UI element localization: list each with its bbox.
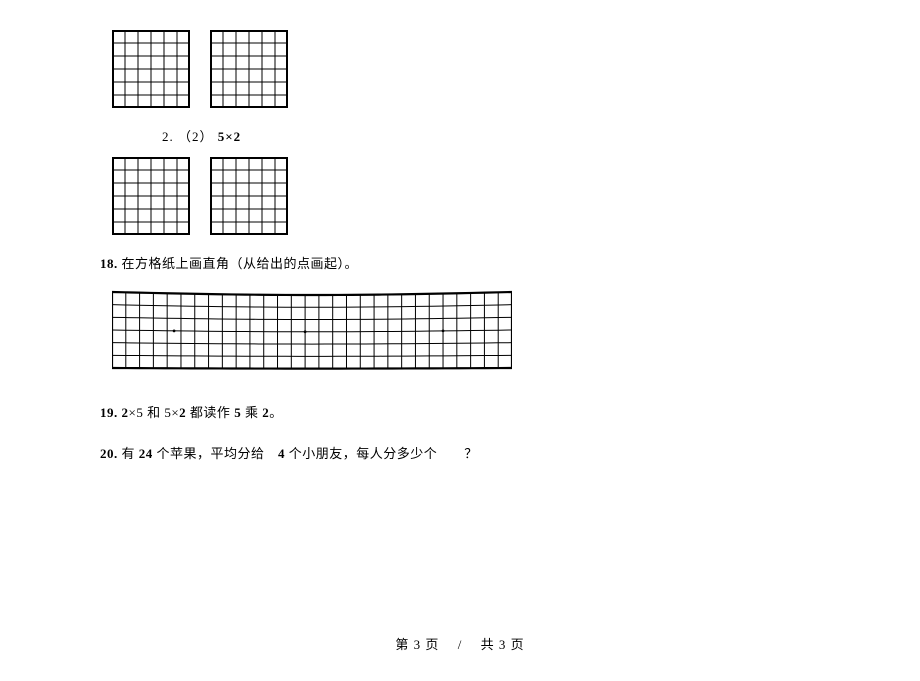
problem-text: 在方格纸上画直角（从给出的点画起）。 [122, 256, 359, 271]
problem-text: 有 24 个苹果，平均分给 4 个小朋友，每人分多少个 ？ [122, 446, 478, 461]
expr-value: 5×2 [218, 129, 241, 144]
long-grid [112, 290, 820, 372]
expr-paren: （2） [178, 129, 214, 144]
page-footer: 第 3 页 / 共 3 页 [0, 634, 920, 653]
grid-6x6 [112, 157, 190, 235]
problem-20: 20. 有 24 个苹果，平均分给 4 个小朋友，每人分多少个 ？ [100, 443, 820, 462]
problem-text: 2×5 和 5×2 都读作 5 乘 2。 [122, 405, 283, 420]
problem-18: 18. 在方格纸上画直角（从给出的点画起）。 [100, 253, 820, 272]
problem-19: 19. 2×5 和 5×2 都读作 5 乘 2。 [100, 402, 820, 421]
grid-pair-2 [112, 157, 820, 235]
grid-6x6 [112, 30, 190, 108]
expression-line: 2. （2） 5×2 [162, 126, 820, 145]
footer-left: 第 3 页 [395, 637, 439, 652]
problem-number: 20. [100, 446, 118, 461]
grid-6x6 [210, 157, 288, 235]
expr-prefix: 2. [162, 129, 174, 144]
grid-pair-1 [112, 30, 820, 108]
problem-number: 19. [100, 405, 118, 420]
grid-6x6 [210, 30, 288, 108]
footer-right: 共 3 页 [481, 637, 525, 652]
footer-sep: / [444, 637, 477, 652]
problem-number: 18. [100, 256, 118, 271]
